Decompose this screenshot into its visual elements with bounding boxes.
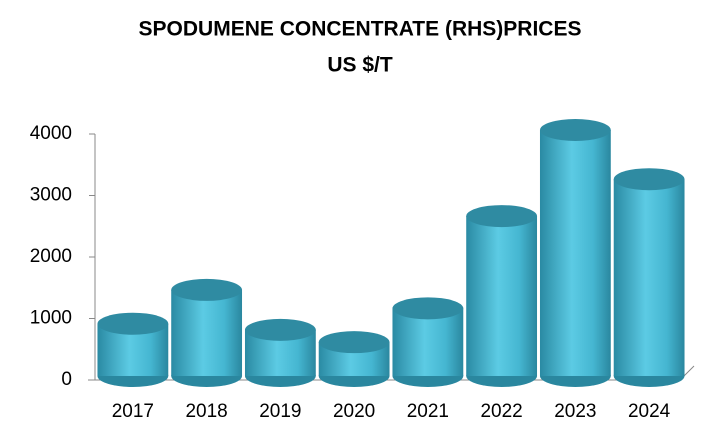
bar xyxy=(392,308,464,376)
x-tick-label: 2023 xyxy=(554,401,596,422)
x-tick-label: 2018 xyxy=(185,401,227,422)
x-tick-label: 2024 xyxy=(628,401,671,422)
bar-top xyxy=(244,318,316,341)
bar-top xyxy=(171,278,243,301)
bar xyxy=(171,289,243,376)
bar xyxy=(466,216,538,376)
bar-top xyxy=(97,312,169,335)
bar-top xyxy=(318,331,390,354)
bar-top xyxy=(466,205,538,228)
x-tick-label: 2022 xyxy=(480,401,522,422)
x-tick-label: 2019 xyxy=(259,401,301,422)
x-tick-label: 2021 xyxy=(407,401,449,422)
bar-top xyxy=(613,168,685,191)
y-tick-label: 3000 xyxy=(30,185,72,206)
chart-subtitle: US $/T xyxy=(327,54,393,77)
bar-top xyxy=(392,297,464,320)
y-tick-label: 4000 xyxy=(30,123,72,144)
x-tick-label: 2020 xyxy=(333,401,375,422)
chart-title: SPODUMENE CONCENTRATE (RHS)PRICES xyxy=(139,18,582,41)
y-tick-label: 0 xyxy=(61,369,72,390)
y-tick-label: 1000 xyxy=(30,308,72,329)
y-tick-label: 2000 xyxy=(30,246,72,267)
x-tick-label: 2017 xyxy=(112,401,154,422)
bar-top xyxy=(539,119,611,141)
bar xyxy=(613,179,685,376)
bar xyxy=(539,130,611,376)
